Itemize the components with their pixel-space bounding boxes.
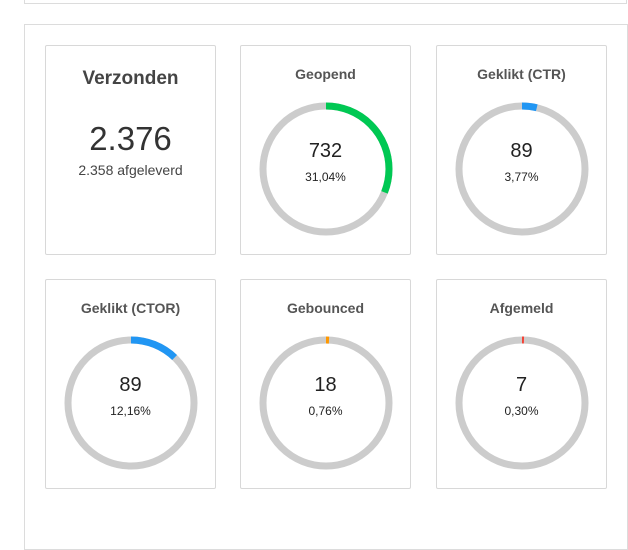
metric-value: 732 — [308, 140, 343, 162]
ring-track — [455, 102, 589, 236]
progress-ring — [455, 102, 589, 236]
ring-arc — [259, 336, 393, 470]
metric-value: 89 — [510, 140, 533, 162]
sent-count: 2.376 — [89, 120, 172, 157]
stats-panel: Verzonden 2.376 2.358 afgeleverd Geopend… — [24, 24, 628, 550]
card-opened: Geopend 732 31,04% — [240, 45, 411, 255]
metric-value: 18 — [314, 374, 337, 396]
progress-ring — [259, 102, 393, 236]
ring-arc — [64, 336, 198, 470]
metric-percent: 3,77% — [504, 170, 539, 184]
card-sent: Verzonden 2.376 2.358 afgeleverd — [45, 45, 216, 255]
card-title: Geklikt (CTR) — [477, 66, 566, 82]
card-clicked-ctor: Geklikt (CTOR) 89 12,16% — [45, 279, 216, 489]
ring-arc — [455, 336, 589, 470]
card-title: Verzonden — [82, 68, 179, 89]
ring-track — [64, 336, 198, 470]
ring-arc — [455, 102, 589, 236]
progress-ring — [64, 336, 198, 470]
delivered-count: 2.358 afgeleverd — [78, 162, 183, 178]
metric-percent: 12,16% — [110, 404, 151, 418]
ring-track — [259, 336, 393, 470]
progress-ring — [455, 336, 589, 470]
card-bounced: Gebounced 18 0,76% — [240, 279, 411, 489]
metric-percent: 0,76% — [308, 404, 343, 418]
top-panel — [24, 0, 627, 4]
card-title: Geklikt (CTOR) — [80, 300, 181, 316]
metric-value: 89 — [119, 374, 142, 396]
ring-track — [455, 336, 589, 470]
ring-arc — [259, 102, 393, 236]
card-title: Geopend — [295, 66, 356, 82]
card-unsubscribed: Afgemeld 7 0,30% — [436, 279, 607, 489]
card-clicked-ctr: Geklikt (CTR) 89 3,77% — [436, 45, 607, 255]
card-title: Afgemeld — [489, 300, 554, 316]
metric-percent: 31,04% — [305, 170, 346, 184]
progress-ring — [259, 336, 393, 470]
metric-value: 7 — [515, 374, 528, 396]
metric-percent: 0,30% — [504, 404, 539, 418]
card-title: Gebounced — [286, 300, 364, 316]
